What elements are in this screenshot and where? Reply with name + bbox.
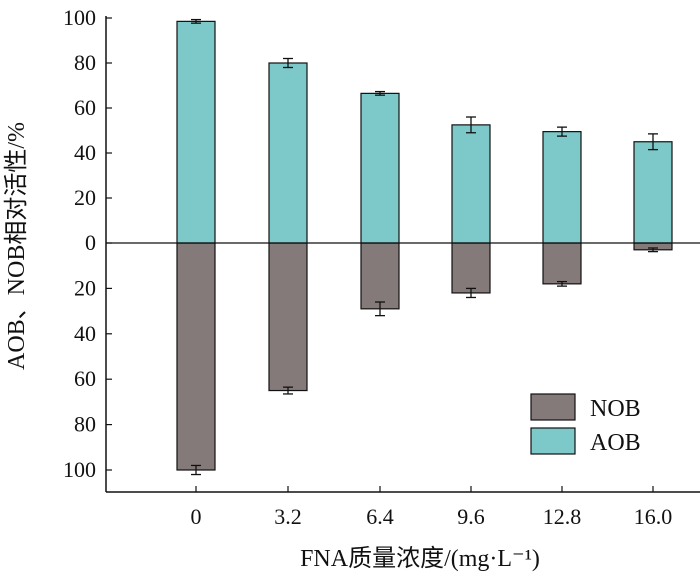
legend: NOB AOB xyxy=(530,393,641,456)
nob-bar xyxy=(451,242,491,294)
y-tick-label: 100 xyxy=(63,5,96,30)
nob-error-bar xyxy=(375,301,385,317)
bars-layer xyxy=(176,18,673,476)
nob-bar xyxy=(360,242,400,310)
x-tick-label: 6.4 xyxy=(366,504,394,529)
x-tick-label: 3.2 xyxy=(274,504,302,529)
aob-error-bar xyxy=(466,116,476,134)
y-axis-ticks: 100 80 60 40 20 0 20 40 60 80 100 xyxy=(63,5,112,482)
y-tick-label: 80 xyxy=(74,412,96,437)
aob-error-bar xyxy=(191,18,201,24)
x-tick-label: 12.8 xyxy=(543,504,582,529)
legend-label-aob: AOB xyxy=(590,430,641,456)
x-tick-label: 0 xyxy=(191,504,202,529)
y-tick-label: 40 xyxy=(74,140,96,165)
legend-swatch-nob xyxy=(530,393,576,421)
aob-error-bar xyxy=(648,133,658,151)
y-tick-label: 80 xyxy=(74,50,96,75)
aob-error-bar xyxy=(557,126,567,137)
y-tick-label: 60 xyxy=(74,366,96,391)
y-axis-title: AOB、NOB相对活性/% xyxy=(3,122,30,370)
y-tick-label: 40 xyxy=(74,321,96,346)
x-tick-label: 16.0 xyxy=(634,504,673,529)
y-tick-label: 20 xyxy=(74,275,96,300)
nob-error-bar xyxy=(283,386,293,395)
aob-bar xyxy=(360,92,400,244)
aob-bar xyxy=(451,124,491,244)
nob-error-bar xyxy=(191,464,201,476)
y-tick-label: 20 xyxy=(74,185,96,210)
axes xyxy=(105,16,700,493)
aob-bar xyxy=(633,141,673,244)
aob-bar xyxy=(176,20,216,244)
legend-swatch-aob xyxy=(530,427,576,455)
aob-error-bar xyxy=(375,90,385,96)
y-tick-label: 100 xyxy=(63,457,96,482)
y-tick-label: 60 xyxy=(74,95,96,120)
nob-error-bar xyxy=(557,280,567,287)
nob-error-bar xyxy=(648,247,658,253)
x-axis-ticks: 0 3.2 6.4 9.6 12.8 16.0 xyxy=(191,486,673,529)
aob-error-bar xyxy=(283,57,293,69)
aob-bar xyxy=(268,62,308,244)
legend-label-nob: NOB xyxy=(590,396,641,422)
nob-bar xyxy=(268,242,308,392)
nob-bar xyxy=(542,242,582,285)
x-axis-title: FNA质量浓度/(mg·L⁻¹) xyxy=(300,545,540,572)
y-tick-label: 0 xyxy=(85,230,96,255)
nob-error-bar xyxy=(466,287,476,299)
aob-bar xyxy=(542,131,582,244)
nob-bar xyxy=(176,242,216,471)
x-tick-label: 9.6 xyxy=(457,504,485,529)
